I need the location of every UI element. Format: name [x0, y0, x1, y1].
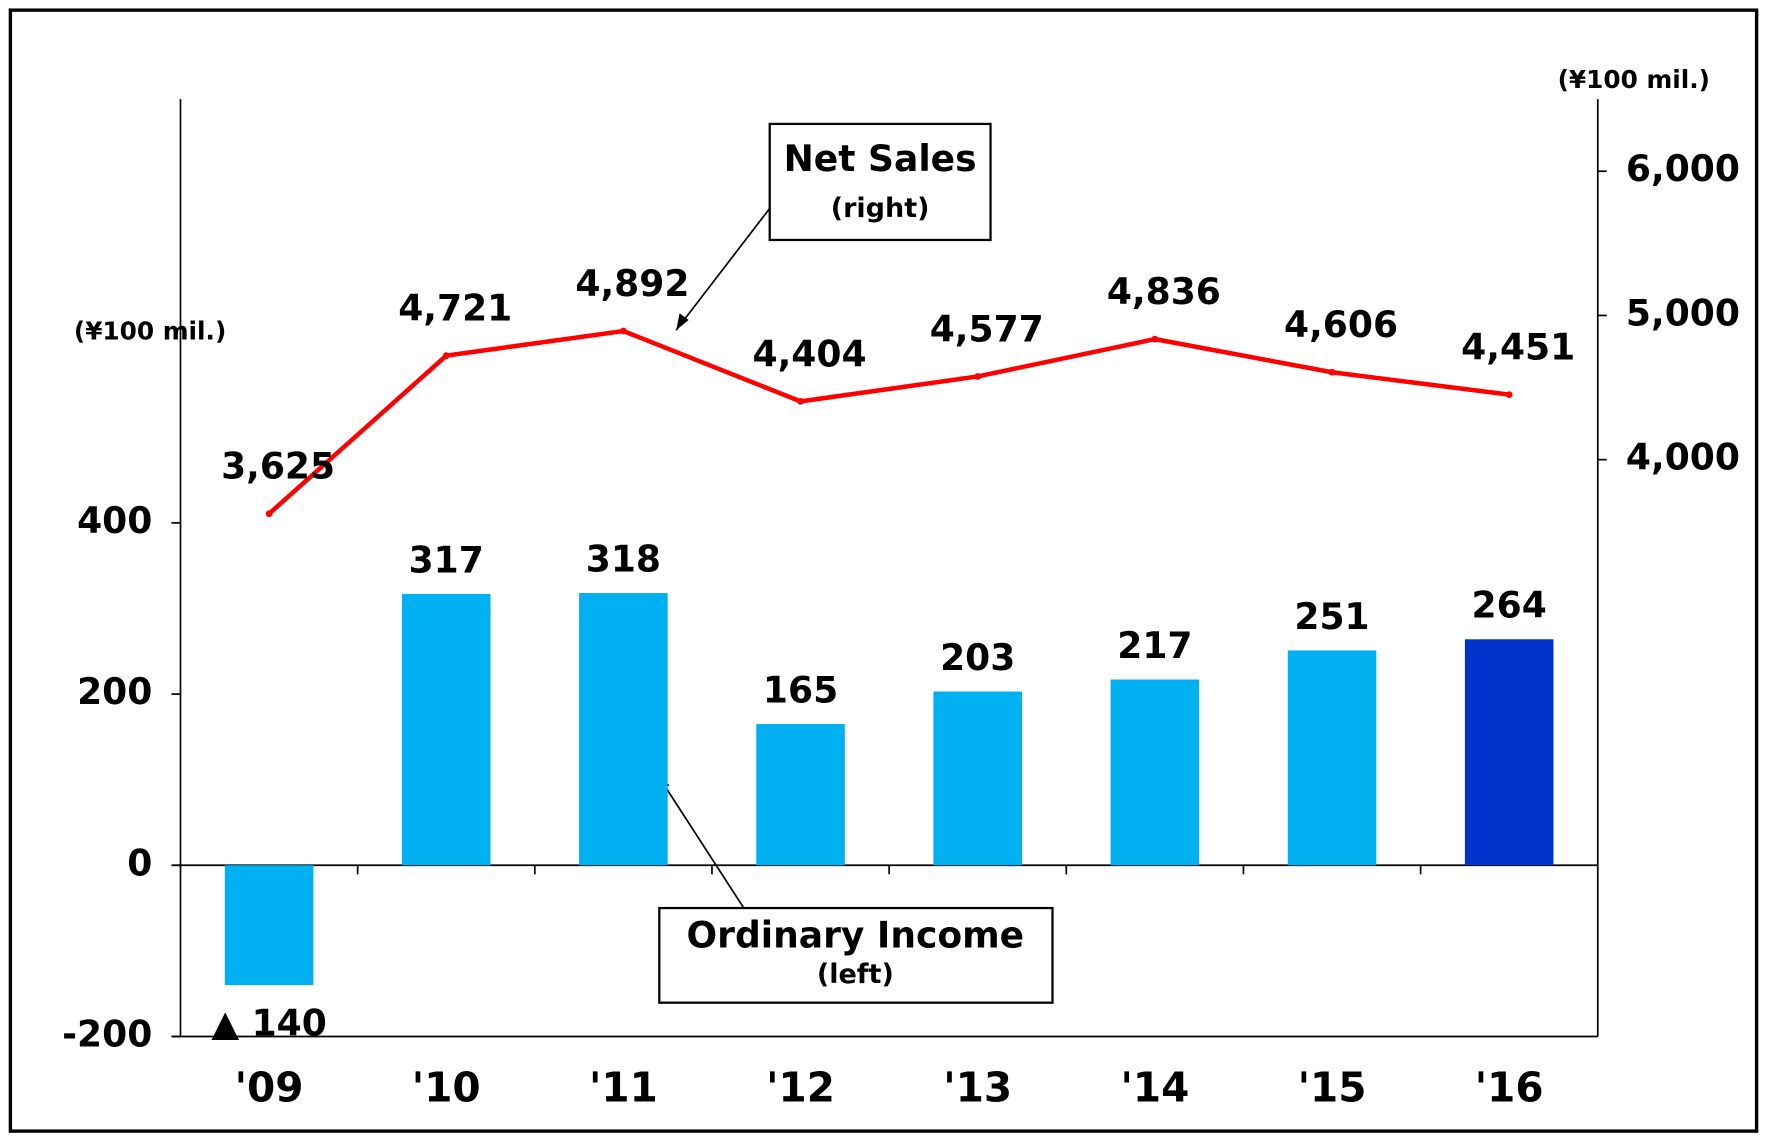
- y2-tick-label: 5,000: [1626, 292, 1740, 334]
- y-tick-label: 200: [77, 671, 152, 713]
- bar-value-label: 217: [1117, 625, 1192, 667]
- bar: [1464, 639, 1554, 866]
- line-value-label: 4,836: [1107, 271, 1221, 313]
- x-tick-label: '11: [589, 1064, 658, 1112]
- annotation-ordinary-income: Ordinary Income (left): [656, 773, 1054, 1004]
- bar-value-label: ▲ 140: [211, 1003, 327, 1045]
- line-point: [1328, 368, 1336, 376]
- annotation-sub: (right): [831, 193, 930, 224]
- line-point: [265, 510, 273, 518]
- line-value-label: 4,577: [930, 308, 1044, 350]
- y2-tick-label: 6,000: [1626, 148, 1740, 190]
- x-tick-label: '12: [766, 1064, 835, 1112]
- x-tick-label: '16: [1475, 1064, 1544, 1112]
- bar: [1110, 679, 1200, 866]
- arrow-head: [676, 313, 689, 331]
- annotation-box: [658, 906, 1054, 1004]
- line-point: [442, 352, 450, 360]
- line-value-label: 4,721: [398, 288, 512, 330]
- bar-value-label: 251: [1294, 596, 1369, 638]
- arrow: [675, 207, 771, 331]
- y-tick-label: -200: [62, 1013, 152, 1055]
- bar-value-label: 165: [763, 669, 838, 711]
- arrow: [656, 773, 745, 909]
- bar: [933, 691, 1023, 866]
- bar-value-label: 203: [940, 637, 1015, 679]
- annotation-box: [768, 122, 992, 242]
- line-point: [1505, 391, 1513, 398]
- line-point: [1151, 335, 1159, 343]
- line-value-label: 4,892: [575, 263, 689, 305]
- annotation-text: Ordinary Income: [687, 914, 1025, 956]
- line-value-label: 4,404: [753, 333, 867, 375]
- line-value-label: 4,451: [1461, 327, 1575, 369]
- bar-value-label: 317: [409, 539, 484, 581]
- bar: [401, 593, 491, 866]
- annotation-text: Net Sales: [784, 138, 977, 180]
- annotation-sub: (left): [817, 959, 894, 990]
- bar: [579, 593, 668, 866]
- x-tick-label: '14: [1120, 1064, 1189, 1112]
- y2-tick-label: 4,000: [1626, 437, 1740, 479]
- line-point: [797, 398, 804, 405]
- annotation-net-sales: Net Sales (right): [675, 122, 992, 331]
- y-axis-label: (¥100 mil.): [74, 316, 226, 345]
- x-tick-label: '15: [1298, 1064, 1367, 1112]
- x-tick-label: '13: [943, 1064, 1012, 1112]
- bar-value-label: 318: [586, 539, 661, 581]
- bar-value-label: 264: [1472, 585, 1547, 627]
- bar: [756, 724, 845, 866]
- bar: [224, 865, 314, 986]
- line-point: [974, 373, 982, 380]
- y-tick-label: 400: [77, 500, 152, 542]
- line-value-label: 4,606: [1284, 304, 1398, 346]
- y-tick-label: 0: [127, 842, 152, 884]
- line-value-label: 3,625: [221, 446, 335, 488]
- line: [267, 328, 1510, 516]
- x-tick-label: '10: [412, 1064, 481, 1112]
- line-point: [620, 327, 627, 335]
- y2-axis-label: (¥100 mil.): [1558, 65, 1710, 94]
- x-tick-label: '09: [235, 1064, 304, 1112]
- bar: [1287, 650, 1377, 866]
